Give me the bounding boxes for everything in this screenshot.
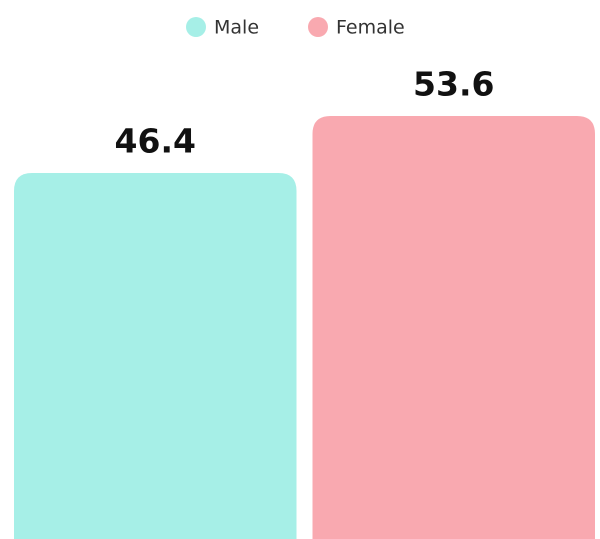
legend-swatch — [308, 17, 328, 37]
legend-swatch — [186, 17, 206, 37]
bar — [312, 116, 595, 539]
value-label: 53.6 — [413, 65, 494, 104]
value-label: 46.4 — [115, 121, 196, 160]
legend-label: Male — [214, 17, 259, 39]
bar — [14, 172, 297, 539]
legend-label: Female — [336, 17, 405, 39]
